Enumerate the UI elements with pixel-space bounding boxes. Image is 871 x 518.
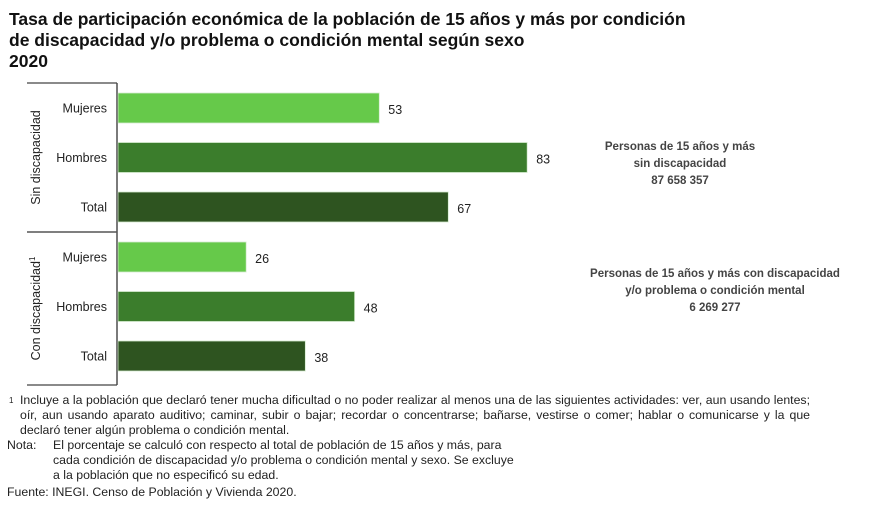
value-label: 53 — [388, 103, 402, 117]
fuente-text: Fuente: INEGI. Censo de Población y Vivi… — [7, 485, 297, 499]
annotation-con-discapacidad: Personas de 15 años y más con discapacid… — [565, 266, 865, 317]
value-label: 38 — [314, 351, 328, 365]
group-label: Con discapacidad1 — [28, 256, 43, 360]
annotation-line: y/o problema o condición mental — [625, 285, 805, 297]
category-label: Total — [81, 350, 107, 364]
bar-hombres — [117, 291, 356, 322]
annotation-line: Personas de 15 años y más — [604, 141, 756, 153]
annotation-line: Personas de 15 años y más con discapacid… — [590, 268, 840, 280]
title-line-2: de discapacidad y/o problema o condición… — [9, 30, 525, 50]
footnote-1: 1 Incluye a la población que declaró ten… — [9, 393, 810, 438]
annotation-line: sin discapacidad — [633, 158, 727, 170]
category-label: Mujeres — [63, 102, 107, 116]
title-line-1: Tasa de participación económica de la po… — [9, 9, 686, 29]
bar-chart: Mujeres 53 Hombres 83 Total 67 Sin discapacida… — [27, 82, 550, 386]
nota-label: Nota: — [7, 438, 37, 452]
annotation-count: 6 269 277 — [689, 302, 741, 314]
bar-hombres — [117, 142, 528, 173]
footnote-1-text: Incluye a la población que declaró tener… — [20, 393, 810, 437]
footnotes: 1 Incluye a la población que declaró ten… — [7, 393, 810, 500]
value-label: 83 — [536, 153, 550, 167]
category-label: Hombres — [56, 151, 107, 165]
value-label: 26 — [255, 252, 269, 266]
annotation-sin-discapacidad: Personas de 15 años y más sin discapacid… — [560, 139, 800, 190]
value-label: 67 — [457, 202, 471, 216]
bar-total — [117, 340, 306, 372]
footnote-fuente: Fuente: INEGI. Censo de Población y Vivi… — [7, 485, 810, 500]
bar-mujeres — [117, 92, 380, 124]
category-label: Hombres — [56, 300, 107, 314]
category-label: Total — [81, 201, 107, 215]
group-label: Sin discapacidad — [29, 110, 43, 205]
footnote-marker: 1 — [9, 396, 14, 405]
chart-title: Tasa de participación económica de la po… — [9, 9, 686, 72]
annotation-count: 87 658 357 — [651, 175, 709, 187]
bar-total — [117, 191, 449, 223]
value-label: 48 — [364, 302, 378, 316]
footnote-nota: Nota: El porcentaje se calculó con respe… — [7, 438, 810, 483]
nota-text: El porcentaje se calculó con respecto al… — [53, 438, 514, 482]
bar-mujeres — [117, 241, 247, 273]
group-label-superscript: 1 — [28, 256, 37, 261]
title-line-3: 2020 — [9, 51, 48, 71]
category-label: Mujeres — [63, 251, 107, 265]
